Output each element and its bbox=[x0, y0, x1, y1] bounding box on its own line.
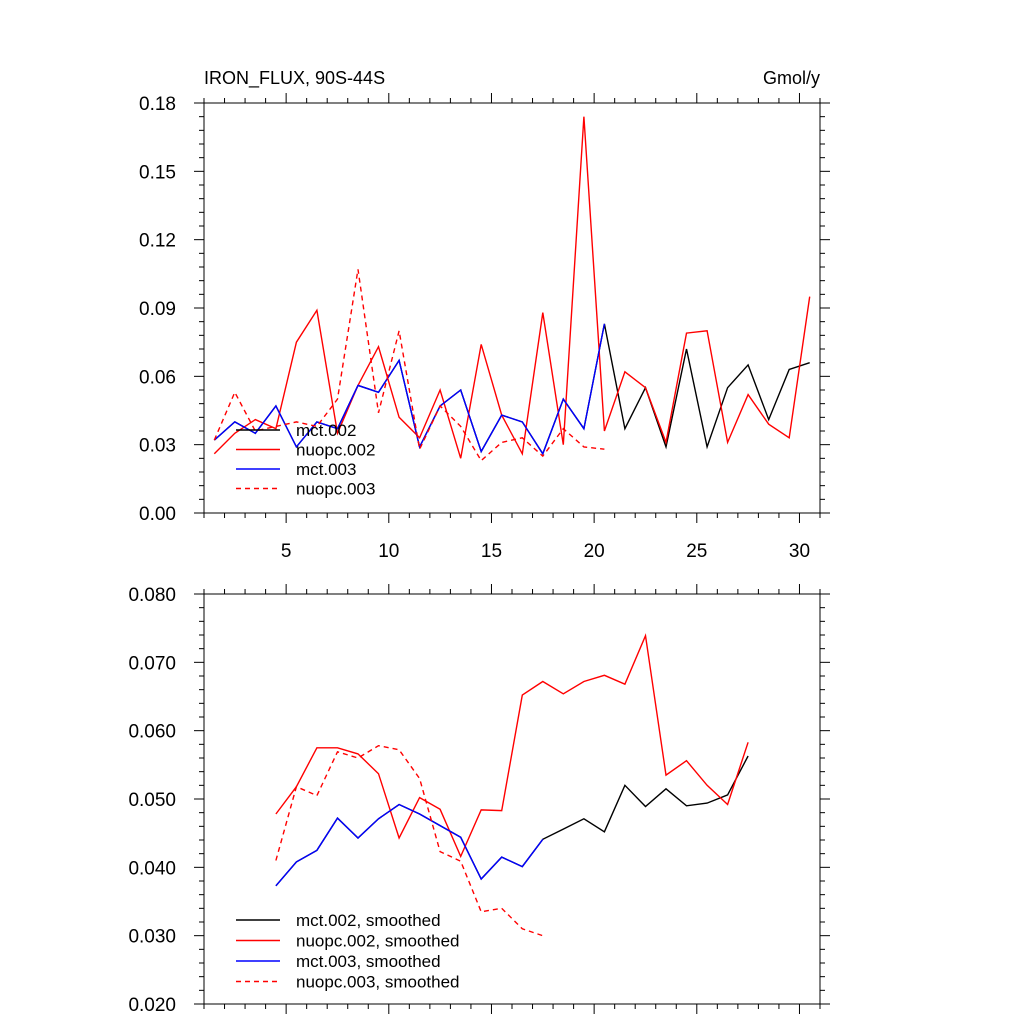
bottom-panel: 0.020 0.030 0.040 0.050 0.060 0.070 0.080 mct.… bbox=[128, 584, 830, 1016]
top-series-line-2 bbox=[213, 116, 811, 459]
bottom-series-line-3 bbox=[275, 803, 544, 887]
bottom-y-tick-label: 0.080 bbox=[128, 585, 176, 606]
bottom-series-line-1 bbox=[275, 755, 749, 887]
top-chart-units: Gmol/y bbox=[763, 68, 820, 88]
bottom-y-tick-label: 0.020 bbox=[128, 995, 176, 1016]
bottom-y-tick-label: 0.040 bbox=[128, 858, 176, 879]
bottom-series-line-4 bbox=[275, 744, 544, 937]
bottom-legend-label: mct.002, smoothed bbox=[296, 911, 441, 930]
top-y-tick-label: 0.12 bbox=[139, 231, 176, 252]
bottom-legend-label: nuopc.002, smoothed bbox=[296, 932, 460, 951]
bottom-y-tick-label: 0.070 bbox=[128, 653, 176, 674]
top-legend-label: nuopc.003 bbox=[296, 480, 375, 499]
bottom-legend-label: nuopc.003, smoothed bbox=[296, 973, 460, 992]
top-legend-label: nuopc.002 bbox=[296, 441, 375, 460]
top-y-tick-label: 0.18 bbox=[139, 94, 176, 115]
top-x-tick-label: 5 bbox=[281, 541, 292, 562]
top-panel: IRON_FLUX, 90S-44S Gmol/y 0.00 0.03 0.06 0.… bbox=[139, 68, 830, 562]
top-y-tick-label: 0.06 bbox=[139, 367, 176, 388]
top-x-tick-label: 20 bbox=[584, 541, 605, 562]
top-x-tick-label: 25 bbox=[686, 541, 707, 562]
top-legend-label: mct.002 bbox=[296, 421, 356, 440]
top-legend-label: mct.003 bbox=[296, 460, 356, 479]
top-y-tick-label: 0.00 bbox=[139, 504, 176, 525]
bottom-y-tick-label: 0.050 bbox=[128, 790, 176, 811]
bottom-legend-label: mct.003, smoothed bbox=[296, 952, 441, 971]
bottom-y-tick-label: 0.060 bbox=[128, 722, 176, 743]
top-y-tick-label: 0.03 bbox=[139, 436, 176, 457]
top-x-tick-label: 30 bbox=[789, 541, 810, 562]
bottom-series-line-2 bbox=[275, 633, 749, 859]
bottom-y-tick-label: 0.030 bbox=[128, 927, 176, 948]
top-x-tick-label: 10 bbox=[378, 541, 399, 562]
top-series-line-3 bbox=[213, 323, 606, 456]
top-y-tick-label: 0.15 bbox=[139, 162, 176, 183]
top-chart-title: IRON_FLUX, 90S-44S bbox=[204, 68, 385, 89]
top-y-tick-label: 0.09 bbox=[139, 299, 176, 320]
top-x-tick-label: 15 bbox=[481, 541, 502, 562]
top-series-line-4 bbox=[213, 269, 605, 462]
